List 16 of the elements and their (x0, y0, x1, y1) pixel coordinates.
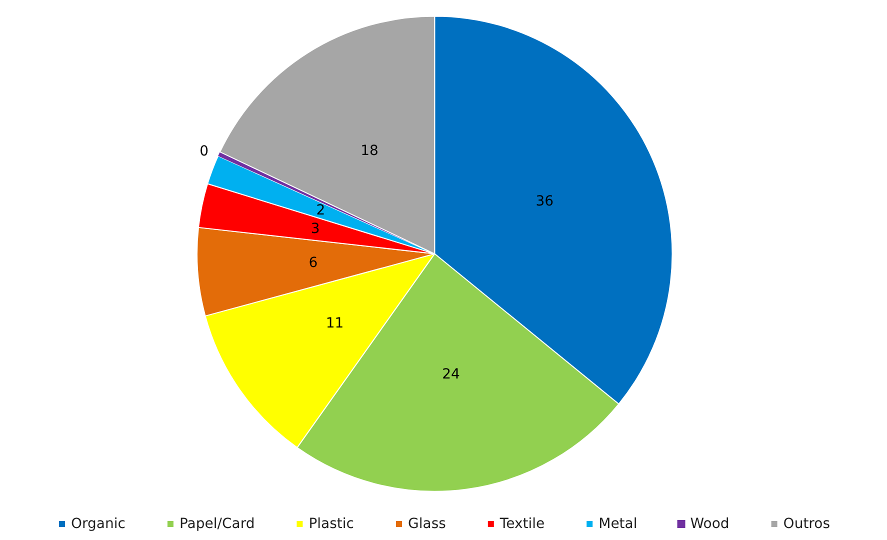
legend-label: Papel/Card (179, 516, 255, 532)
legend-label: Metal (598, 516, 638, 532)
data-label: 3 (310, 220, 320, 237)
legend-label: Textile (498, 516, 545, 532)
legend-label: Plastic (308, 516, 354, 532)
legend-label: Outros (783, 516, 830, 532)
legend-label: Organic (71, 516, 126, 532)
legend-label: Wood (690, 516, 730, 532)
data-label: 36 (536, 194, 554, 210)
data-label: 18 (360, 142, 378, 159)
data-label: 0 (200, 143, 209, 160)
data-label: 11 (326, 315, 344, 332)
data-label: 24 (442, 366, 460, 382)
data-label: 2 (316, 202, 326, 219)
legend-label: Glass (408, 516, 446, 532)
data-label: 6 (308, 255, 318, 272)
